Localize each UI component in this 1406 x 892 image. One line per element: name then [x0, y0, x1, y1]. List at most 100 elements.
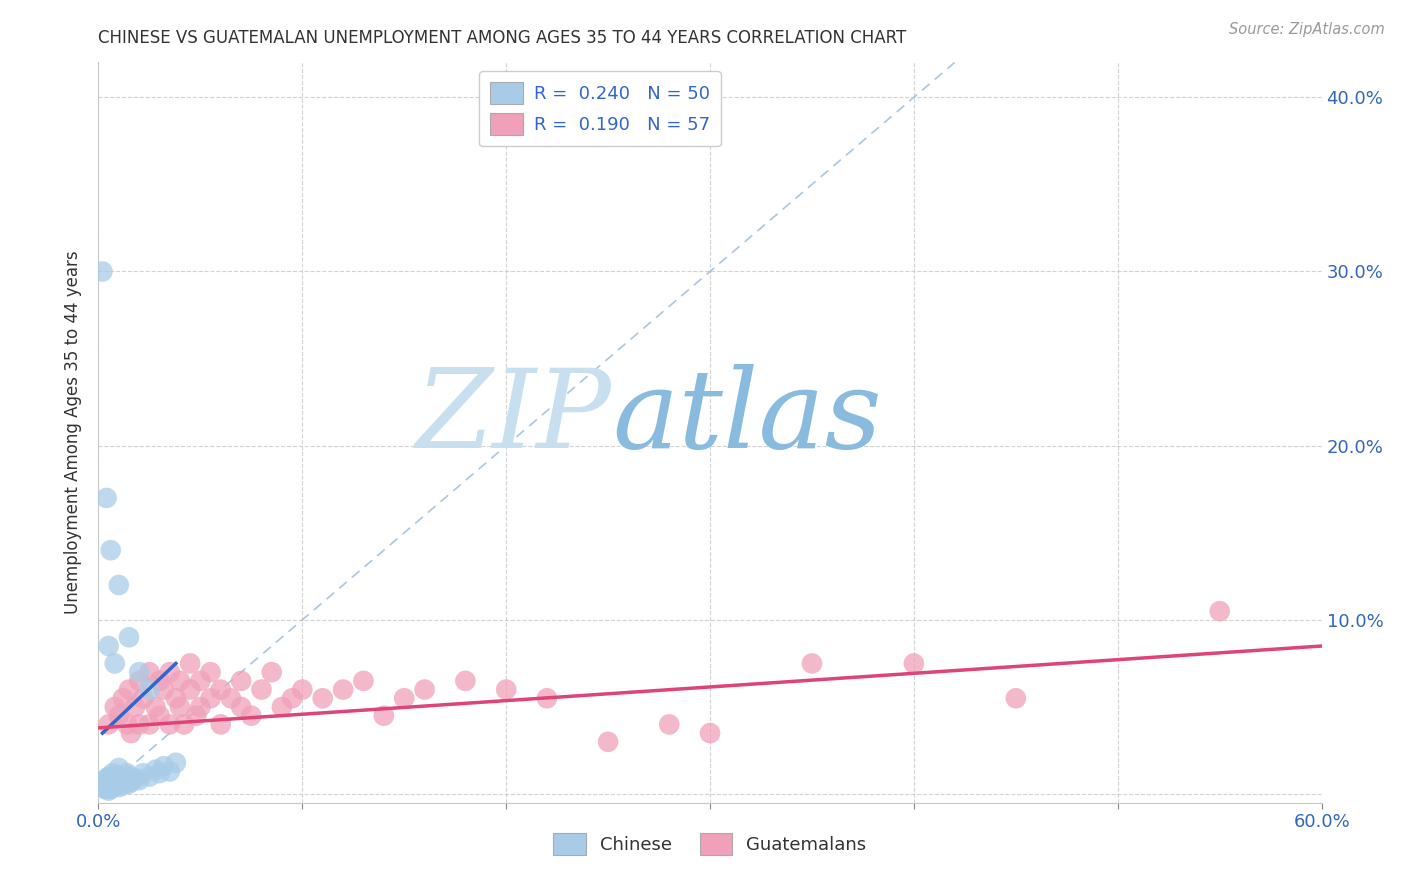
- Point: [104, 778, 127, 792]
- Text: ZIP: ZIP: [416, 364, 612, 472]
- Point: [111, 772, 134, 786]
- Point: [132, 766, 155, 780]
- Point: [97, 775, 120, 789]
- Legend: Chinese, Guatemalans: Chinese, Guatemalans: [544, 824, 876, 864]
- Point: [138, 682, 160, 697]
- Point: [281, 691, 304, 706]
- Point: [118, 682, 141, 697]
- Point: [188, 700, 212, 714]
- Point: [108, 770, 131, 784]
- Point: [120, 775, 142, 789]
- Point: [231, 673, 253, 688]
- Point: [128, 717, 150, 731]
- Point: [165, 756, 187, 770]
- Point: [1209, 604, 1232, 618]
- Point: [101, 775, 124, 789]
- Point: [152, 759, 174, 773]
- Point: [373, 708, 395, 723]
- Point: [138, 665, 160, 680]
- Point: [169, 673, 191, 688]
- Point: [97, 780, 120, 794]
- Point: [270, 700, 294, 714]
- Point: [138, 717, 160, 731]
- Point: [93, 780, 115, 794]
- Point: [250, 682, 273, 697]
- Point: [108, 578, 131, 592]
- Point: [165, 691, 187, 706]
- Point: [96, 772, 118, 786]
- Point: [903, 657, 925, 671]
- Point: [159, 665, 181, 680]
- Point: [97, 783, 120, 797]
- Point: [124, 772, 146, 786]
- Point: [169, 700, 191, 714]
- Point: [332, 682, 354, 697]
- Point: [149, 766, 172, 780]
- Point: [108, 780, 131, 794]
- Point: [104, 700, 127, 714]
- Point: [658, 717, 681, 731]
- Point: [115, 717, 138, 731]
- Point: [188, 673, 212, 688]
- Point: [152, 682, 174, 697]
- Point: [120, 726, 142, 740]
- Point: [108, 708, 131, 723]
- Point: [149, 708, 172, 723]
- Point: [93, 773, 115, 788]
- Point: [91, 778, 114, 792]
- Point: [536, 691, 558, 706]
- Point: [209, 717, 232, 731]
- Point: [392, 691, 416, 706]
- Point: [413, 682, 436, 697]
- Text: Source: ZipAtlas.com: Source: ZipAtlas.com: [1229, 22, 1385, 37]
- Point: [159, 717, 181, 731]
- Point: [179, 657, 201, 671]
- Point: [219, 691, 242, 706]
- Point: [128, 665, 150, 680]
- Point: [104, 773, 127, 788]
- Point: [118, 630, 141, 644]
- Point: [101, 780, 124, 794]
- Point: [132, 691, 155, 706]
- Point: [104, 657, 127, 671]
- Point: [91, 264, 114, 278]
- Point: [200, 691, 222, 706]
- Point: [231, 700, 253, 714]
- Y-axis label: Unemployment Among Ages 35 to 44 years: Unemployment Among Ages 35 to 44 years: [65, 251, 83, 615]
- Text: CHINESE VS GUATEMALAN UNEMPLOYMENT AMONG AGES 35 TO 44 YEARS CORRELATION CHART: CHINESE VS GUATEMALAN UNEMPLOYMENT AMONG…: [98, 29, 907, 47]
- Point: [96, 777, 118, 791]
- Point: [495, 682, 517, 697]
- Point: [108, 775, 131, 789]
- Point: [138, 770, 160, 784]
- Point: [97, 770, 120, 784]
- Point: [200, 665, 222, 680]
- Point: [108, 761, 131, 775]
- Point: [124, 700, 146, 714]
- Point: [101, 766, 124, 780]
- Point: [114, 773, 136, 788]
- Point: [179, 682, 201, 697]
- Point: [96, 491, 118, 505]
- Point: [598, 735, 620, 749]
- Point: [118, 777, 141, 791]
- Point: [100, 543, 122, 558]
- Point: [100, 772, 122, 786]
- Text: atlas: atlas: [612, 364, 882, 472]
- Point: [105, 768, 128, 782]
- Point: [145, 700, 167, 714]
- Point: [291, 682, 314, 697]
- Point: [105, 777, 128, 791]
- Point: [159, 764, 181, 779]
- Point: [173, 717, 195, 731]
- Point: [699, 726, 721, 740]
- Point: [100, 781, 122, 796]
- Point: [186, 708, 208, 723]
- Point: [96, 781, 118, 796]
- Point: [240, 708, 263, 723]
- Point: [115, 766, 138, 780]
- Point: [111, 778, 134, 792]
- Point: [111, 691, 134, 706]
- Point: [100, 777, 122, 791]
- Point: [312, 691, 335, 706]
- Point: [128, 673, 150, 688]
